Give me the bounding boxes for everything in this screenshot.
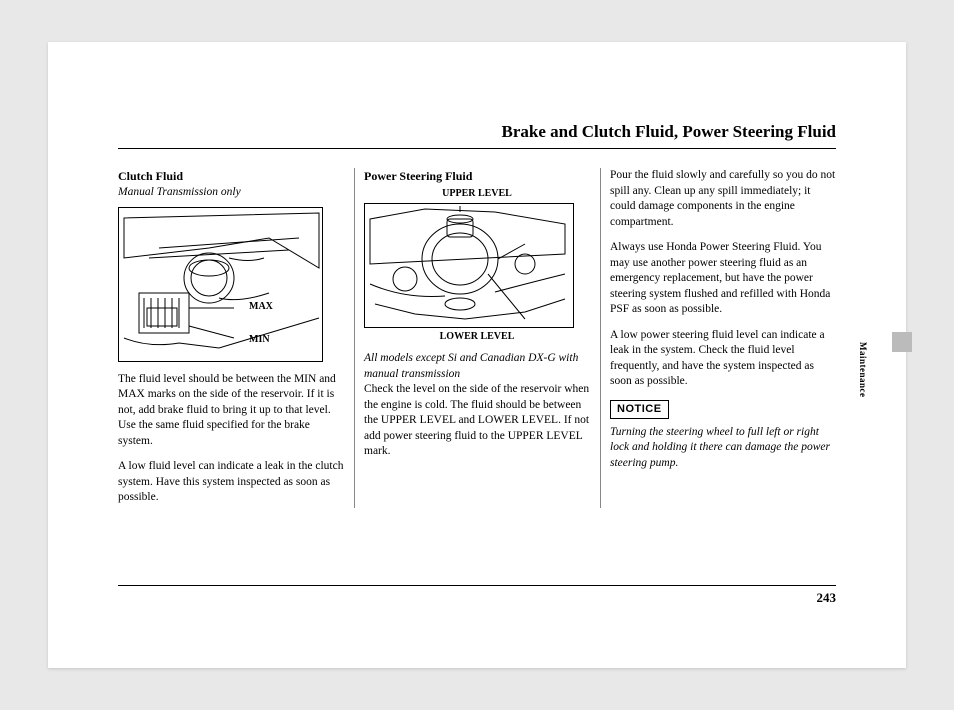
col3-p1: Pour the fluid slowly and carefully so y… bbox=[610, 168, 836, 230]
col3-p2: Always use Honda Power Steering Fluid. Y… bbox=[610, 240, 836, 318]
column-1: Clutch Fluid Manual Transmission only bbox=[118, 168, 354, 506]
clutch-p1: The fluid level should be between the MI… bbox=[118, 372, 344, 450]
ps-subtitle: All models except Si and Canadian DX-G w… bbox=[364, 351, 590, 382]
section-tab bbox=[892, 332, 912, 352]
column-3: Pour the fluid slowly and carefully so y… bbox=[600, 168, 836, 506]
column-2: Power Steering Fluid UPPER LEVEL bbox=[354, 168, 600, 506]
clutch-subtitle: Manual Transmission only bbox=[118, 185, 344, 201]
content-columns: Clutch Fluid Manual Transmission only bbox=[118, 168, 836, 506]
clutch-fluid-heading: Clutch Fluid bbox=[118, 168, 344, 184]
page-number: 243 bbox=[817, 590, 837, 606]
notice-box: NOTICE bbox=[610, 400, 669, 419]
ps-fluid-heading: Power Steering Fluid bbox=[364, 168, 590, 184]
upper-level-label: UPPER LEVEL bbox=[364, 187, 590, 201]
notice-text: Turning the steering wheel to full left … bbox=[610, 425, 836, 472]
clutch-diagram: MAX MIN bbox=[118, 207, 323, 362]
ps-p1: Check the level on the side of the reser… bbox=[364, 382, 590, 460]
page-title: Brake and Clutch Fluid, Power Steering F… bbox=[501, 122, 836, 142]
title-rule bbox=[118, 148, 836, 149]
section-label: Maintenance bbox=[858, 342, 868, 398]
min-label: MIN bbox=[249, 333, 270, 347]
col3-p3: A low power steering fluid level can ind… bbox=[610, 328, 836, 390]
ps-diagram bbox=[364, 203, 574, 328]
clutch-p2: A low fluid level can indicate a leak in… bbox=[118, 459, 344, 506]
lower-level-label: LOWER LEVEL bbox=[364, 330, 590, 344]
manual-page: Brake and Clutch Fluid, Power Steering F… bbox=[48, 42, 906, 668]
footer-rule bbox=[118, 585, 836, 586]
max-label: MAX bbox=[249, 300, 273, 314]
